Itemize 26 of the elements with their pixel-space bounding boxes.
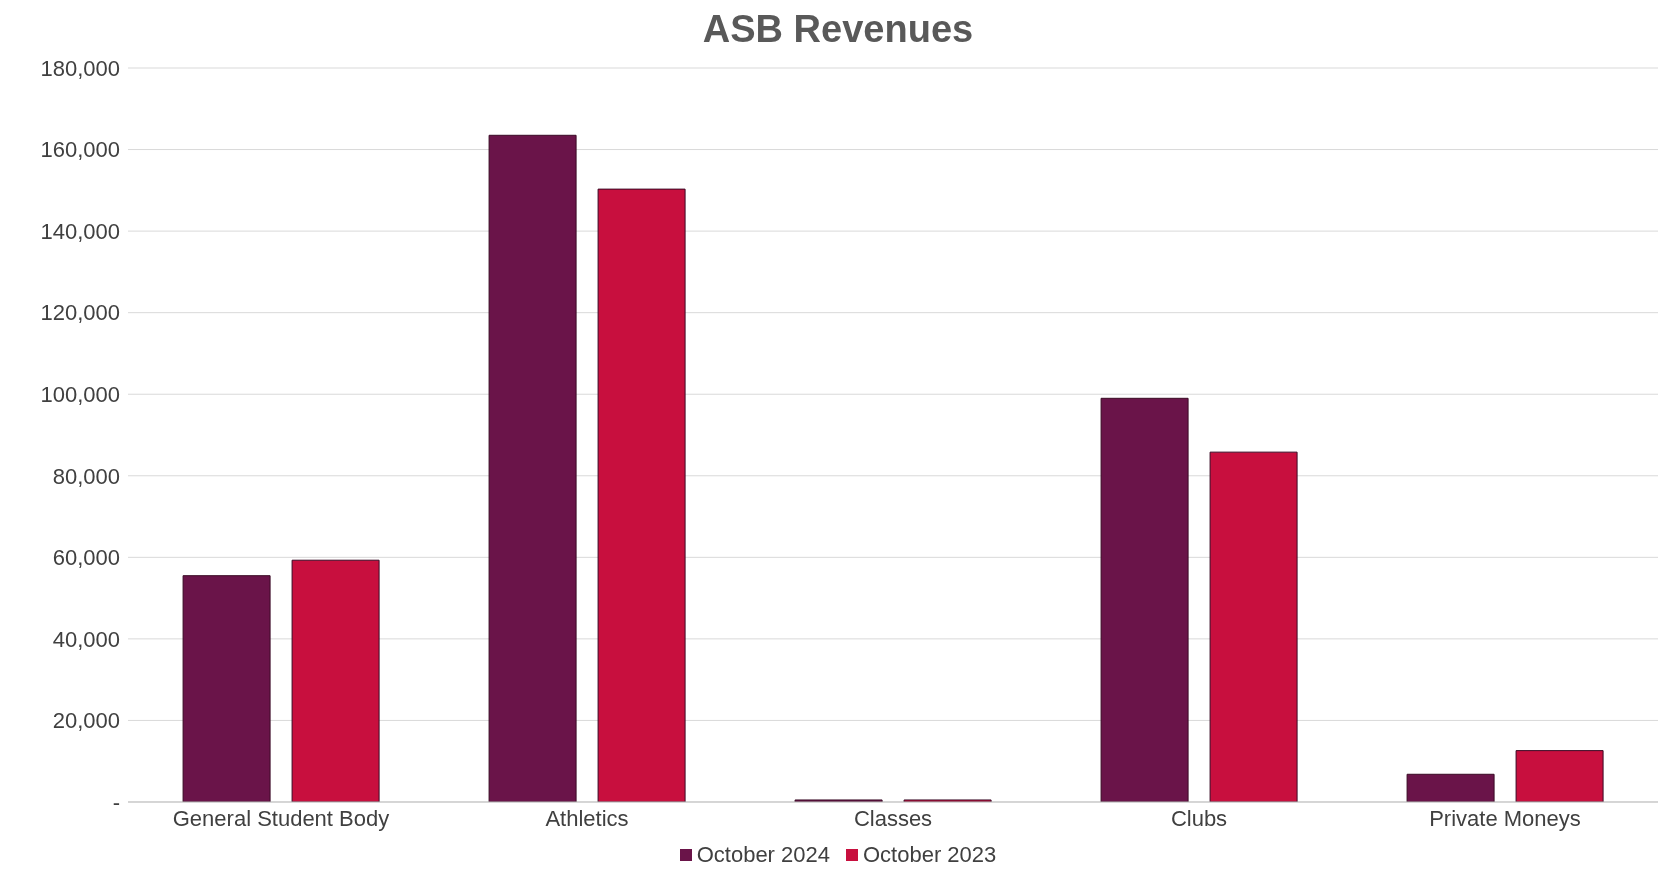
legend-label: October 2024 (696, 842, 830, 868)
y-tick-label: 120,000 (40, 300, 120, 326)
bar (291, 559, 380, 802)
bar (1100, 397, 1189, 802)
bar (1515, 750, 1604, 802)
x-tick-label: Athletics (545, 805, 629, 831)
bar (1406, 773, 1495, 802)
y-tick-label: 180,000 (40, 55, 120, 81)
y-tick-label: 80,000 (52, 463, 120, 489)
y-tick-label: - (112, 789, 120, 815)
x-tick-label: Classes (853, 805, 933, 831)
bar (182, 575, 271, 802)
bar (1209, 451, 1298, 802)
y-tick-label: 100,000 (40, 382, 120, 408)
y-tick-label: 20,000 (52, 708, 120, 734)
y-tick-label: 160,000 (40, 137, 120, 163)
y-tick-label: 60,000 (52, 545, 120, 571)
x-tick-label: Clubs (1170, 805, 1228, 831)
y-tick-label: 40,000 (52, 626, 120, 652)
x-tick-label: Private Moneys (1429, 805, 1581, 831)
y-tick-label: 140,000 (40, 218, 120, 244)
legend-label: October 2023 (863, 842, 997, 868)
bar (488, 134, 577, 802)
bar (597, 188, 686, 802)
chart-title: ASB Revenues (702, 8, 974, 50)
x-tick-label: General Student Body (172, 805, 390, 831)
